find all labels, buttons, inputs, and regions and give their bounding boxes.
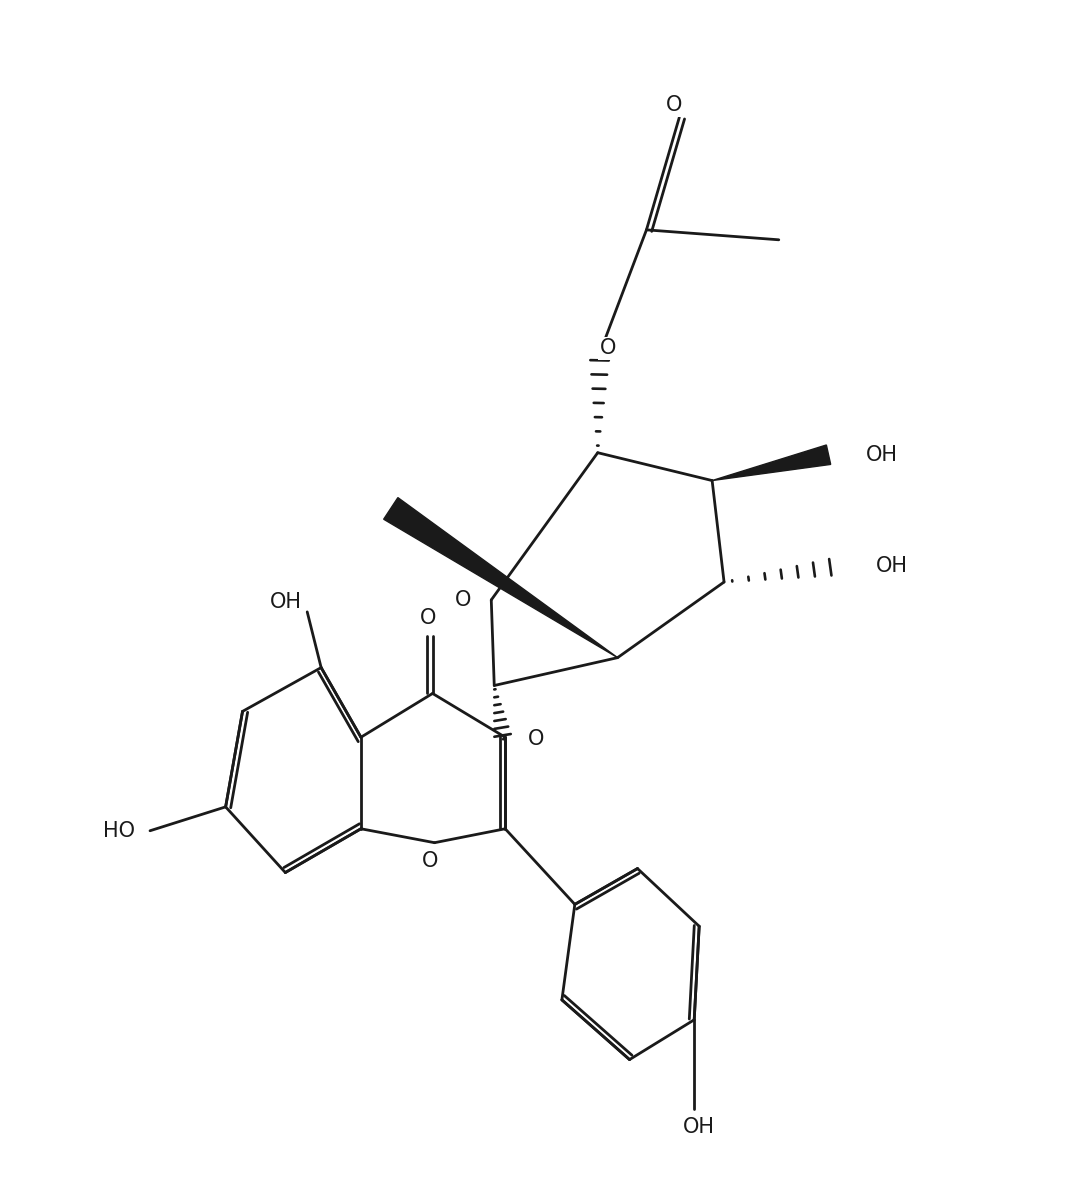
- Text: O: O: [667, 95, 683, 115]
- Text: O: O: [420, 608, 436, 628]
- Text: O: O: [455, 590, 472, 610]
- Polygon shape: [384, 497, 618, 657]
- Text: O: O: [422, 851, 438, 871]
- Text: OH: OH: [270, 591, 302, 611]
- Text: OH: OH: [876, 556, 908, 576]
- Text: O: O: [528, 729, 544, 749]
- Text: OH: OH: [683, 1117, 715, 1137]
- Text: O: O: [599, 338, 616, 358]
- Text: OH: OH: [866, 444, 899, 464]
- Polygon shape: [712, 445, 830, 481]
- Text: HO: HO: [103, 821, 136, 841]
